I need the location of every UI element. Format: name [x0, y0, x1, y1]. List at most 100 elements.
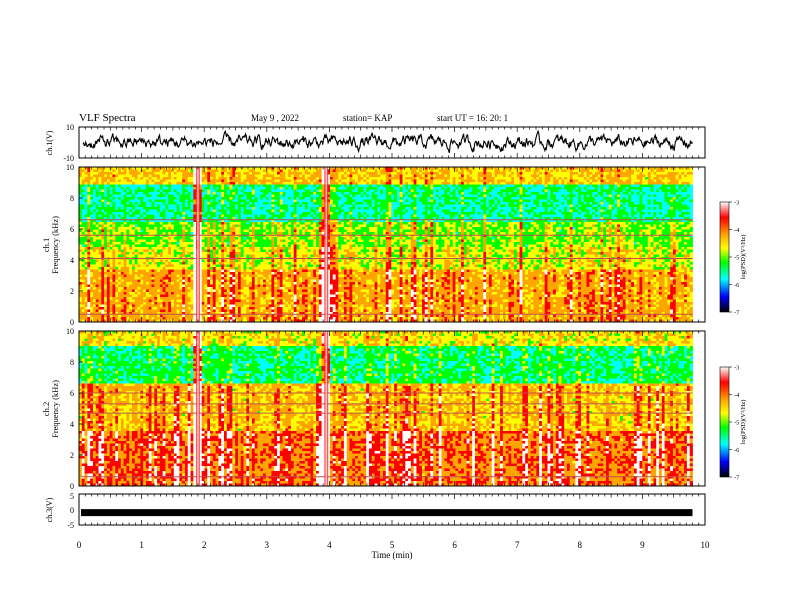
spectrogram-cell [427, 187, 431, 190]
spectrogram-cell [288, 192, 292, 195]
spectrogram-cell [614, 199, 618, 203]
spectrogram-cell [580, 187, 585, 190]
spectrogram-cell [572, 219, 576, 223]
spectrogram-cell [675, 177, 679, 180]
spectrogram-cell [502, 219, 507, 223]
spectrogram-cell [246, 199, 250, 203]
spectrogram-cell [226, 187, 230, 190]
spectrogram-cell [433, 207, 437, 210]
spectrogram-cell [355, 202, 359, 205]
spectrogram-cell [237, 209, 242, 213]
spectrogram-cell [541, 172, 546, 175]
spectrogram-cell [374, 219, 378, 223]
spectrogram-cell [341, 169, 345, 173]
spectrogram-cell [137, 179, 141, 183]
spectrogram-cell [611, 189, 615, 193]
spectrogram-cell [628, 212, 632, 215]
spectrogram-cell [575, 209, 579, 213]
spectrogram-cell [553, 182, 557, 185]
spectrogram-cell [249, 172, 253, 175]
spectrogram-cell [647, 177, 652, 180]
spectrogram-cell [455, 199, 459, 203]
spectrogram-cell [190, 214, 194, 218]
spectrogram-cell [363, 184, 367, 188]
spectrogram-cell [346, 189, 350, 193]
spectrogram-cell [104, 177, 108, 180]
spectrogram-cell [461, 197, 465, 200]
spectrogram-cell [461, 207, 465, 210]
spectrogram-cell [187, 189, 191, 193]
spectrogram-cell [391, 172, 395, 175]
spectrogram-cell [678, 172, 682, 175]
spectrogram-cell [681, 177, 685, 180]
spectrogram-cell [374, 177, 378, 180]
spectrogram-cell [589, 177, 593, 180]
spectrogram-cell [438, 174, 442, 178]
spectrogram-cell [402, 167, 406, 170]
spectrogram-cell [583, 204, 587, 208]
spectrogram-cell [357, 189, 362, 193]
spectrogram-cell [173, 194, 177, 198]
spectrogram-cell [237, 217, 242, 220]
spectrogram-cell [516, 172, 520, 175]
spectrogram-cell [611, 167, 615, 170]
spectrogram-cell [633, 202, 638, 205]
spectrogram-cell [302, 184, 306, 188]
spectrogram-cell [81, 172, 85, 175]
spectrogram-cell [486, 187, 490, 190]
spectrogram-cell [198, 174, 203, 178]
spectrogram-cell [316, 179, 320, 183]
spectrogram-cell [670, 207, 674, 210]
spectrogram-cell [636, 214, 640, 218]
spectrogram-cell [352, 219, 356, 223]
spectrogram-cell [527, 177, 532, 180]
spectrogram-cell [318, 199, 322, 203]
spectrogram-cell [385, 214, 389, 218]
spectrogram-cell [530, 192, 534, 195]
spectrogram-cell [544, 167, 548, 170]
spectrogram-cell [689, 169, 693, 173]
spectrogram-cell [597, 219, 601, 223]
spectrogram-cell [410, 187, 415, 190]
spectrogram-cell [497, 172, 501, 175]
spectrogram-cell [583, 214, 587, 218]
spectrogram-cell [472, 222, 476, 225]
spectrogram-cell [508, 174, 512, 178]
spectrogram-cell [444, 169, 448, 173]
spectrogram-cell [201, 172, 205, 175]
spectrogram-cell [304, 204, 309, 208]
spectrogram-cell [519, 214, 523, 218]
spectrogram-cell [288, 197, 292, 200]
spectrogram-cell [533, 202, 537, 205]
spectrogram-cell [603, 192, 607, 195]
spectrogram-cell [413, 194, 417, 198]
spectrogram-cell [684, 207, 688, 210]
spectrogram-cell [567, 217, 571, 220]
spectrogram-cell [491, 179, 495, 183]
spectrogram-cell [614, 179, 618, 183]
spectrogram-cell [129, 174, 133, 178]
spectrogram-cell [396, 217, 401, 220]
spectrogram-cell [617, 187, 621, 190]
spectrogram-cell [583, 197, 587, 200]
spectrogram-cell [594, 202, 599, 205]
spectrogram-cell [675, 209, 679, 213]
spectrogram-cell [667, 192, 671, 195]
spectrogram-cell [92, 199, 97, 203]
spectrogram-cell [254, 202, 258, 205]
spectrogram-cell [455, 184, 459, 188]
spectrogram-cell [435, 184, 440, 188]
spectrogram-cell [427, 167, 431, 170]
spectrogram-cell [474, 177, 479, 180]
spectrogram-cell [207, 212, 211, 215]
spectrogram-cell [600, 194, 604, 198]
spectrogram-cell [232, 197, 236, 200]
spectrogram-cell [79, 182, 83, 185]
spectrogram-cell [455, 207, 459, 210]
spectrogram-cell [647, 169, 652, 173]
spectrogram-cell [204, 192, 208, 195]
spectrogram-cell [304, 219, 309, 223]
spectrogram-cell [611, 169, 615, 173]
spectrogram-cell [650, 204, 654, 208]
spectrogram-cell [95, 207, 99, 210]
